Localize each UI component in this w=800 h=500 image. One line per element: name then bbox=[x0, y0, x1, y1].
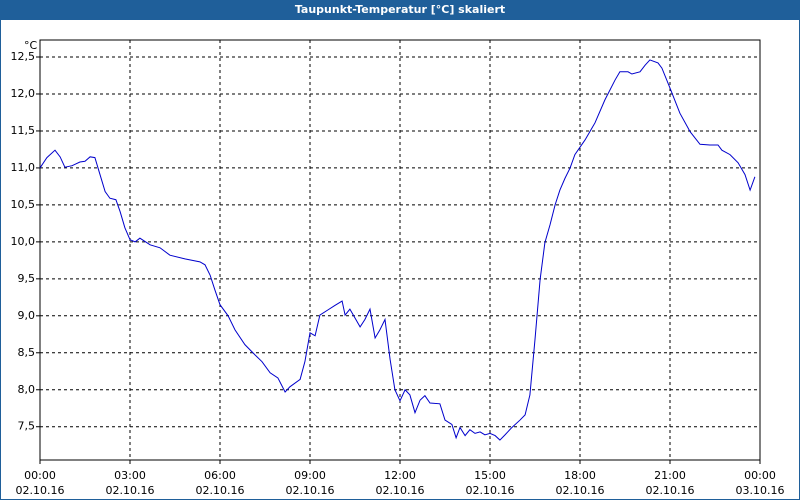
y-axis-unit: °C bbox=[24, 39, 38, 52]
y-tick-label: 11,5 bbox=[11, 124, 36, 137]
data-line bbox=[39, 59, 756, 441]
x-tick-label: 06:00 bbox=[204, 469, 236, 482]
x-tick-label: 21:00 bbox=[654, 469, 686, 482]
x-tick-date: 02.10.16 bbox=[556, 484, 605, 497]
y-tick-label: 7,5 bbox=[18, 420, 36, 433]
x-tick-label: 18:00 bbox=[564, 469, 596, 482]
x-tick-date: 03.10.16 bbox=[736, 484, 785, 497]
x-tick-label: 15:00 bbox=[474, 469, 506, 482]
x-tick-label: 03:00 bbox=[114, 469, 146, 482]
x-tick-label: 12:00 bbox=[384, 469, 416, 482]
x-tick-label: 00:00 bbox=[744, 469, 776, 482]
x-tick-label: 09:00 bbox=[294, 469, 326, 482]
y-tick-label: 10,5 bbox=[11, 198, 36, 211]
y-tick-label: 8,0 bbox=[18, 383, 36, 396]
x-tick-date: 02.10.16 bbox=[196, 484, 245, 497]
x-tick-date: 02.10.16 bbox=[106, 484, 155, 497]
y-tick-label: 12,5 bbox=[11, 50, 36, 63]
y-tick-label: 9,5 bbox=[18, 272, 36, 285]
x-tick-date: 02.10.16 bbox=[376, 484, 425, 497]
y-tick-label: 8,5 bbox=[18, 346, 36, 359]
title-bar bbox=[0, 0, 800, 20]
x-tick-date: 02.10.16 bbox=[646, 484, 695, 497]
x-tick-date: 02.10.16 bbox=[16, 484, 65, 497]
y-tick-label: 11,0 bbox=[11, 161, 36, 174]
y-tick-label: 12,0 bbox=[11, 87, 36, 100]
y-tick-label: 10,0 bbox=[11, 235, 36, 248]
x-tick-date: 02.10.16 bbox=[286, 484, 335, 497]
chart-title: Taupunkt-Temperatur [°C] skaliert bbox=[295, 3, 505, 16]
x-tick-label: 00:00 bbox=[24, 469, 56, 482]
x-tick-date: 02.10.16 bbox=[466, 484, 515, 497]
plot-frame bbox=[39, 39, 761, 461]
y-tick-label: 9,0 bbox=[18, 309, 36, 322]
